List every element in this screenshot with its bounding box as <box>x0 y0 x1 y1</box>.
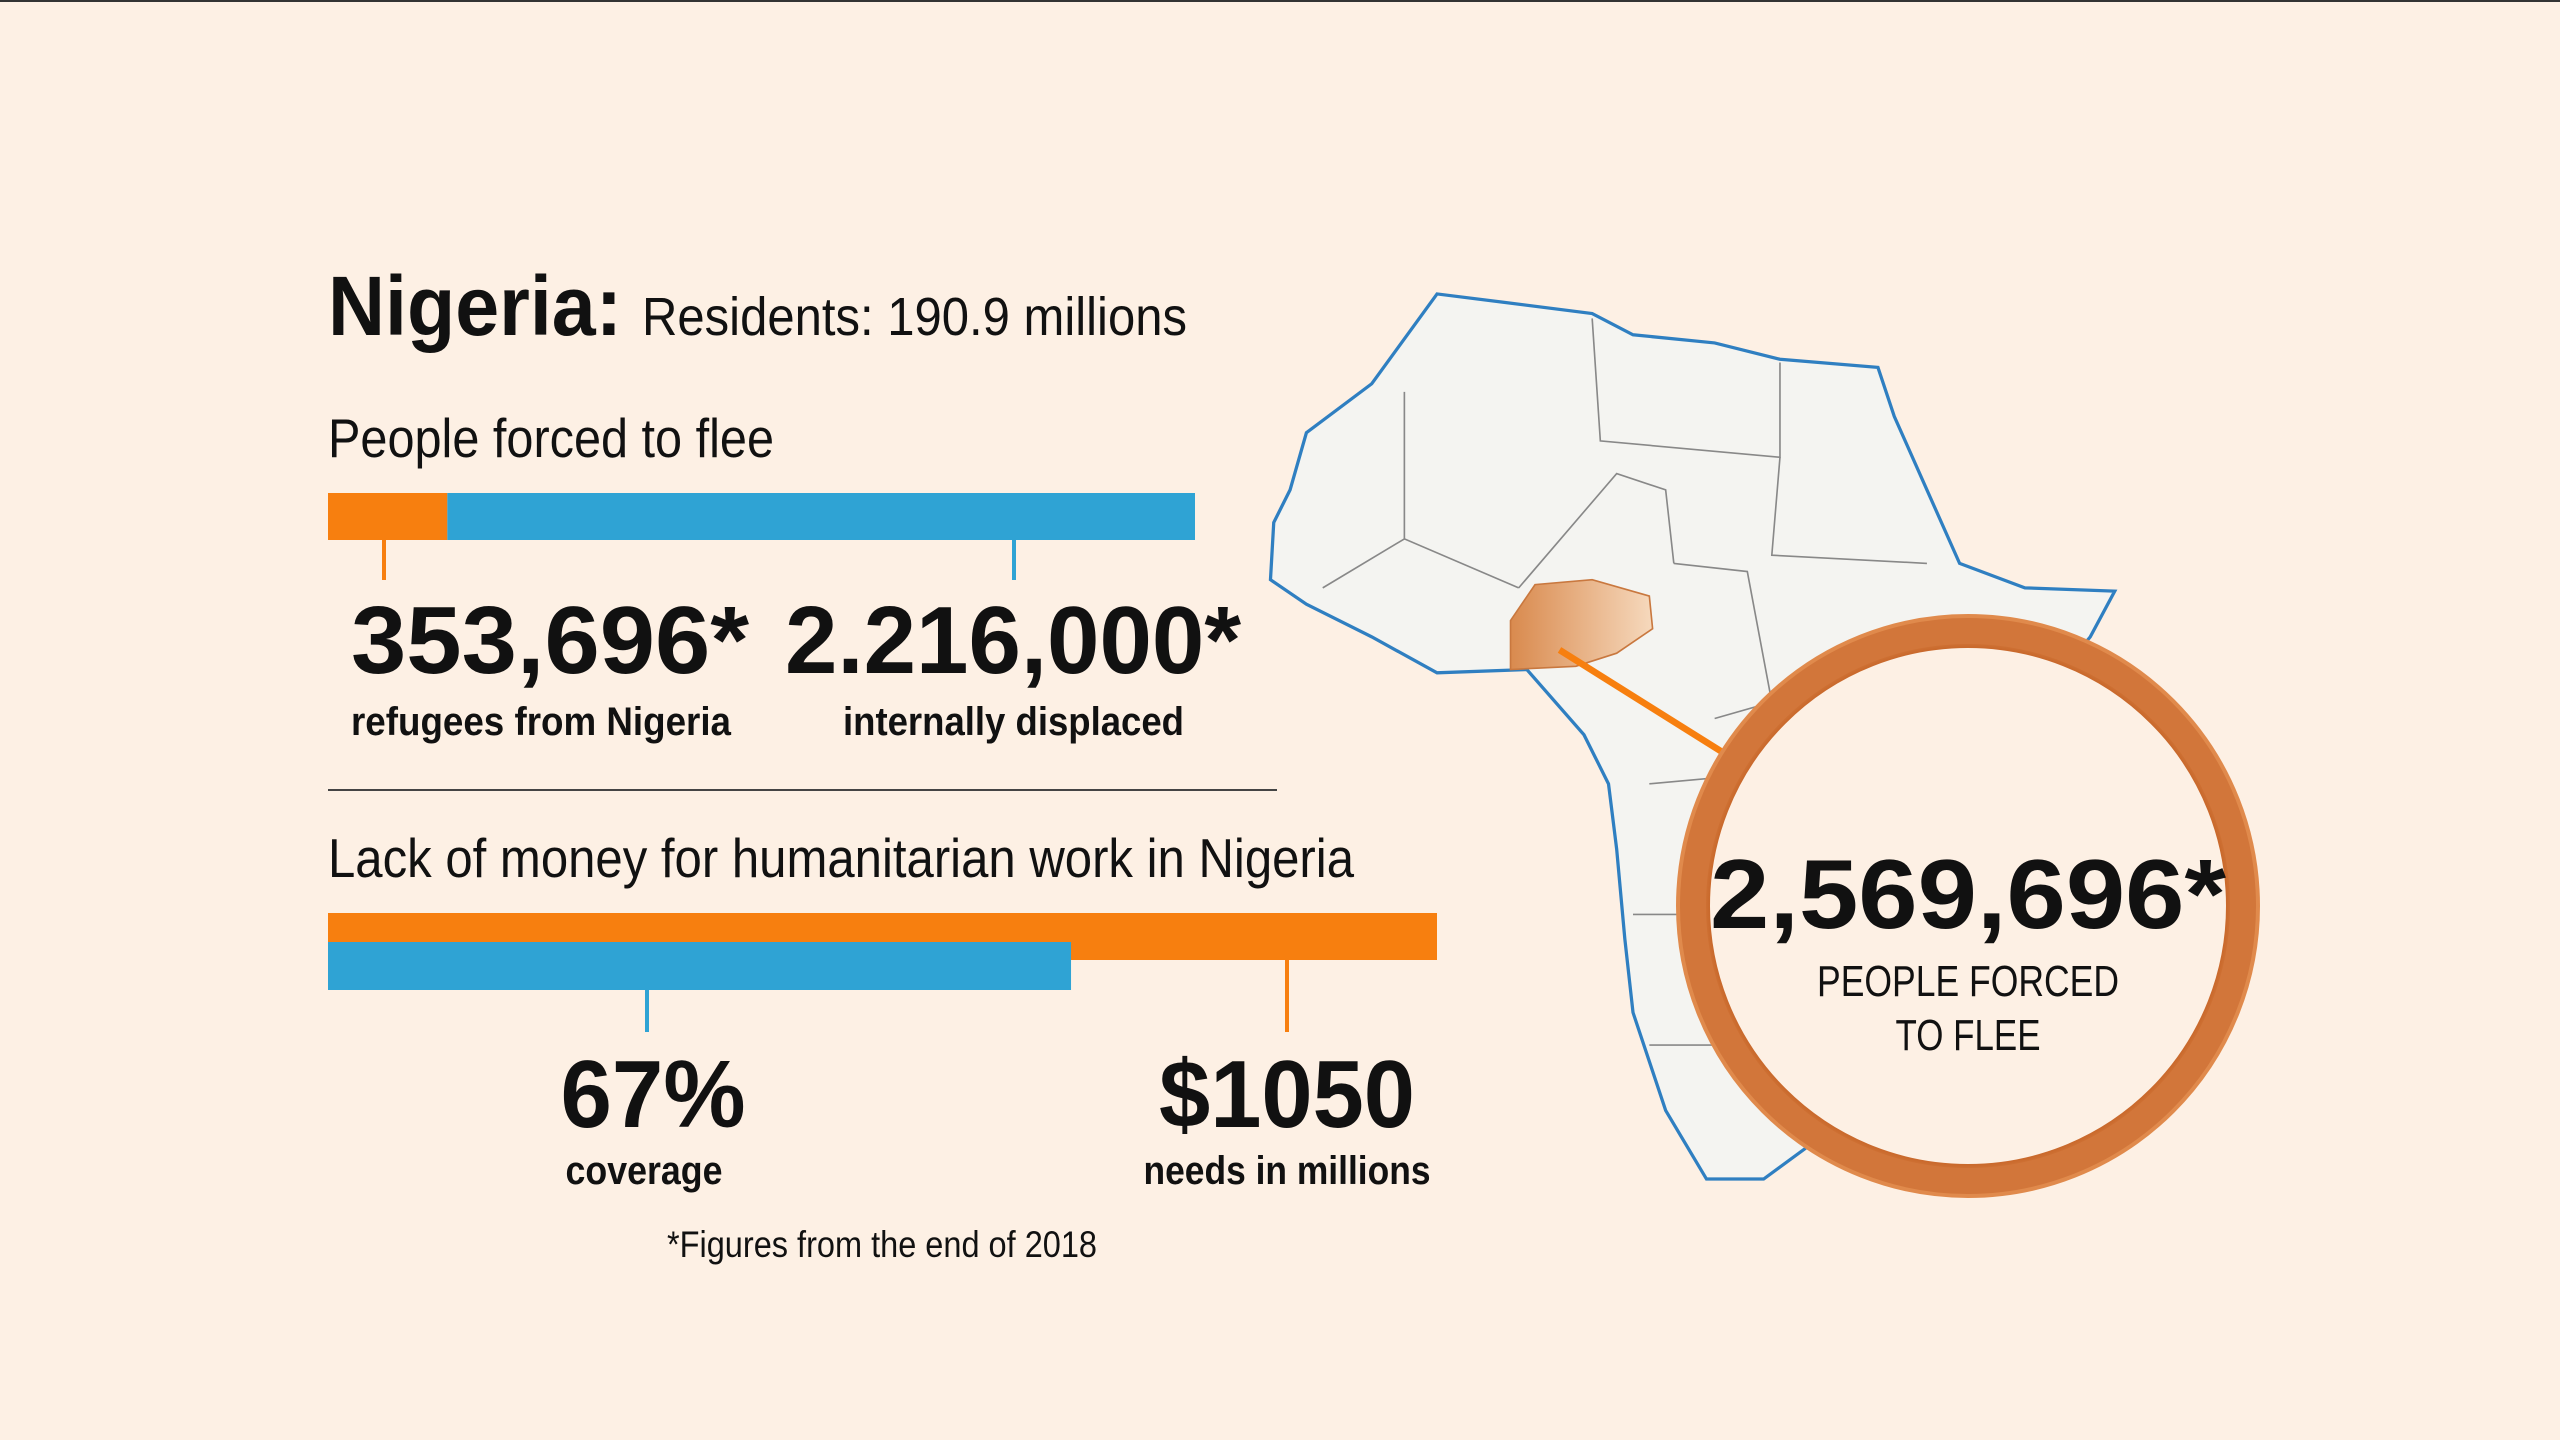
coverage-bar <box>328 942 1072 990</box>
coverage-number: 67% <box>561 1041 746 1148</box>
callout-fill <box>1680 618 2256 1194</box>
callout-caption: TO FLEE <box>1896 1011 2041 1060</box>
funding-bar <box>328 913 1437 990</box>
refugees-caption: refugees from Nigeria <box>351 700 732 744</box>
section-heading: People forced to flee <box>328 407 774 469</box>
needs-caption: needs in millions <box>1144 1149 1431 1193</box>
displaced-caption: internally displaced <box>843 700 1184 744</box>
title: Nigeria: <box>328 259 622 353</box>
displaced-number: 2.216,000* <box>785 587 1242 694</box>
flee-segment <box>328 493 448 540</box>
section-heading: Lack of money for humanitarian work in N… <box>328 827 1354 889</box>
callout-caption: PEOPLE FORCED <box>1817 957 2119 1006</box>
coverage-caption: coverage <box>566 1149 723 1193</box>
nigeria-shape <box>1509 578 1654 671</box>
callout-ring-inner <box>1680 618 2256 1194</box>
footnote: *Figures from the end of 2018 <box>667 1224 1097 1265</box>
flee-bar <box>328 493 1195 540</box>
subtitle: Residents: 190.9 millions <box>642 287 1187 347</box>
refugees-number: 353,696* <box>351 587 750 694</box>
needs-number: $1050 <box>1159 1041 1415 1148</box>
flee-segment <box>447 493 1195 540</box>
callout-number: 2,569,696* <box>1710 839 2227 949</box>
connector <box>1557 647 1728 758</box>
